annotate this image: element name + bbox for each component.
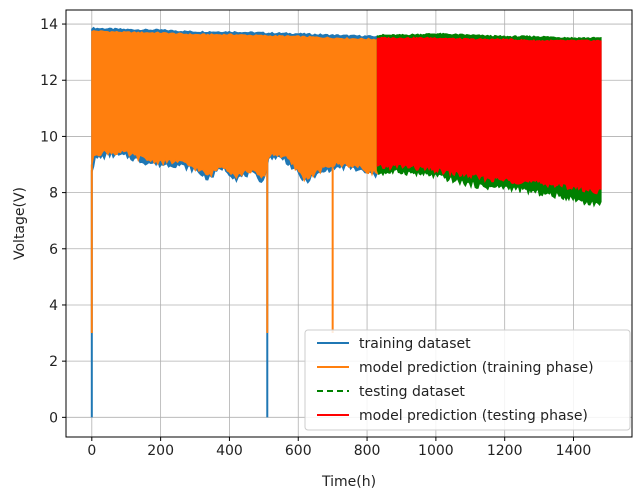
legend-label: testing dataset xyxy=(359,384,465,400)
x-tick-label: 800 xyxy=(354,443,381,459)
x-tick-label: 1000 xyxy=(418,443,454,459)
y-tick-label: 12 xyxy=(40,73,58,89)
x-tick-label: 200 xyxy=(147,443,174,459)
x-axis-label: Time(h) xyxy=(321,474,376,489)
legend-label: model prediction (training phase) xyxy=(359,360,594,376)
y-tick-label: 8 xyxy=(49,186,58,202)
y-tick-label: 6 xyxy=(49,242,58,258)
y-tick-label: 4 xyxy=(49,298,58,314)
y-tick-label: 14 xyxy=(40,17,58,33)
y-tick-label: 2 xyxy=(49,354,58,370)
x-tick-label: 400 xyxy=(216,443,243,459)
legend: training dataset model prediction (traini… xyxy=(304,329,631,431)
x-tick-label: 600 xyxy=(285,443,312,459)
legend-box xyxy=(304,329,631,431)
y-tick-label: 0 xyxy=(49,410,58,426)
x-tick-label: 0 xyxy=(87,443,96,459)
series-band xyxy=(376,36,602,195)
x-tick-label: 1400 xyxy=(556,443,592,459)
x-tick-label: 1200 xyxy=(487,443,523,459)
legend-label: training dataset xyxy=(359,336,471,352)
series-2 xyxy=(90,30,378,334)
plot-frame xyxy=(65,9,633,438)
legend-label: model prediction (testing phase) xyxy=(359,408,588,424)
y-tick-label: 10 xyxy=(40,129,58,145)
y-axis-label: Voltage(V) xyxy=(12,187,28,260)
series-4 xyxy=(376,36,602,195)
series-band xyxy=(91,30,378,183)
